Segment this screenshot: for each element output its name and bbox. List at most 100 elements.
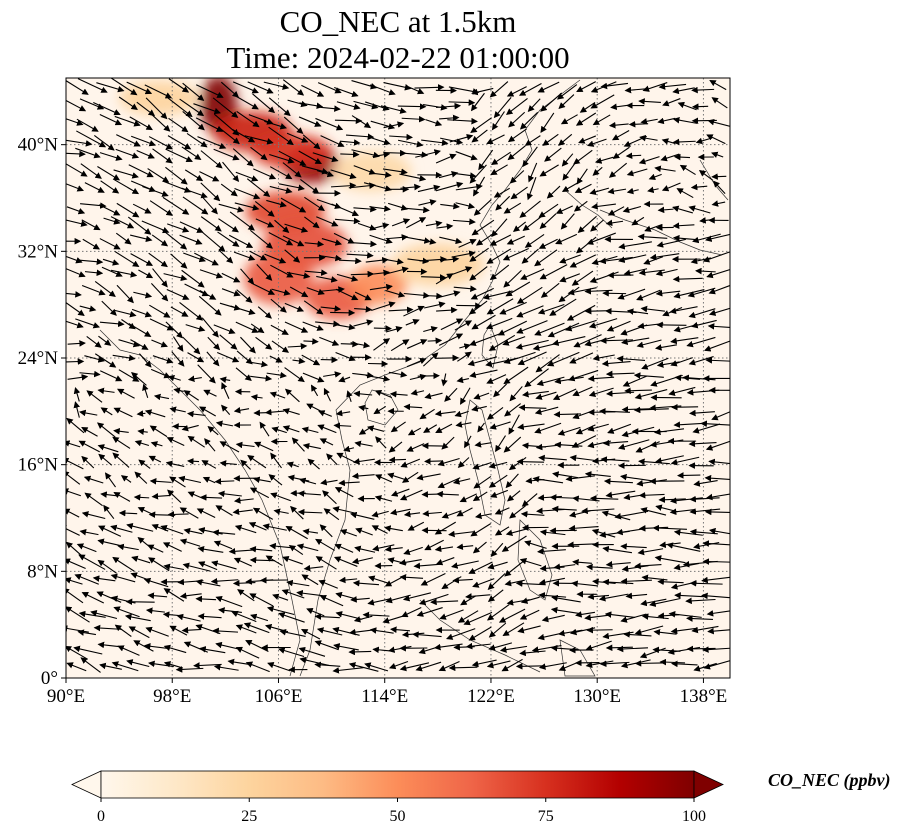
wind-arrow bbox=[611, 130, 630, 141]
wind-arrow bbox=[184, 283, 209, 297]
wind-arrow bbox=[94, 134, 115, 151]
wind-arrow bbox=[655, 268, 678, 277]
wind-arrow bbox=[524, 135, 541, 146]
wind-arrow bbox=[136, 101, 156, 117]
wind-arrow bbox=[138, 459, 151, 469]
wind-arrow bbox=[384, 266, 409, 275]
wind-arrow bbox=[470, 92, 485, 112]
wind-arrow bbox=[195, 117, 224, 132]
wind-arrow bbox=[110, 216, 135, 229]
wind-arrow bbox=[534, 322, 565, 336]
wind-arrow bbox=[418, 199, 437, 206]
wind-arrow bbox=[422, 103, 448, 111]
wind-arrow bbox=[255, 336, 273, 350]
wind-arrow bbox=[459, 343, 471, 350]
wind-arrow bbox=[707, 118, 730, 127]
wind-arrow bbox=[340, 151, 360, 158]
wind-arrow bbox=[559, 254, 581, 264]
wind-arrow bbox=[516, 320, 548, 334]
wind-arrow bbox=[460, 387, 471, 405]
wind-arrow bbox=[78, 440, 100, 453]
wind-arrow bbox=[455, 183, 483, 191]
wind-arrow bbox=[605, 370, 635, 378]
wind-arrow bbox=[79, 305, 97, 312]
wind-arrow bbox=[473, 476, 492, 489]
wind-arrow bbox=[97, 444, 119, 453]
wind-arrow bbox=[388, 202, 408, 211]
wind-arrow bbox=[406, 357, 427, 368]
wind-arrow bbox=[269, 355, 283, 363]
wind-arrow bbox=[618, 254, 647, 263]
wind-arrow bbox=[473, 176, 486, 197]
wind-arrow bbox=[586, 626, 613, 634]
wind-arrow bbox=[233, 497, 254, 504]
wind-arrow bbox=[565, 319, 597, 332]
wind-arrow bbox=[76, 130, 107, 148]
wind-arrow bbox=[264, 253, 287, 264]
wind-arrow bbox=[297, 490, 321, 497]
wind-arrow bbox=[286, 461, 299, 468]
wind-arrow bbox=[165, 166, 188, 185]
wind-arrow bbox=[512, 221, 527, 233]
wind-arrow bbox=[110, 524, 133, 533]
wind-arrow bbox=[672, 222, 695, 229]
wind-arrow bbox=[144, 409, 166, 418]
wind-arrow bbox=[528, 162, 538, 183]
wind-arrow bbox=[268, 126, 294, 146]
wind-arrow bbox=[182, 336, 201, 355]
wind-arrow bbox=[371, 269, 391, 277]
wind-arrow bbox=[149, 425, 168, 438]
wind-arrow bbox=[73, 401, 80, 418]
wind-arrow bbox=[469, 247, 489, 262]
wind-arrow bbox=[497, 320, 528, 336]
wind-arrow bbox=[503, 436, 522, 453]
wind-arrow bbox=[301, 426, 319, 434]
wind-arrow bbox=[187, 435, 205, 448]
wind-arrow bbox=[326, 453, 338, 466]
wind-arrow bbox=[518, 83, 542, 96]
wind-arrow bbox=[198, 295, 222, 316]
wind-arrow bbox=[303, 338, 319, 345]
wind-arrow bbox=[99, 238, 121, 250]
wind-arrow bbox=[304, 240, 325, 248]
wind-arrow bbox=[561, 153, 574, 167]
wind-arrow bbox=[330, 182, 357, 190]
wind-arrow bbox=[76, 118, 99, 132]
wind-arrow bbox=[100, 180, 120, 194]
wind-arrow bbox=[127, 216, 152, 235]
wind-arrow bbox=[455, 421, 472, 428]
wind-arrow bbox=[708, 458, 730, 466]
wind-arrow bbox=[98, 525, 122, 537]
wind-arrow bbox=[79, 370, 101, 378]
wind-arrow bbox=[390, 421, 406, 433]
wind-arrow bbox=[201, 317, 219, 338]
wind-arrow bbox=[73, 387, 81, 402]
wind-arrow bbox=[120, 475, 132, 483]
wind-arrow bbox=[141, 220, 170, 234]
wind-arrow bbox=[374, 389, 393, 399]
wind-arrow bbox=[400, 458, 421, 468]
wind-arrow bbox=[401, 471, 419, 483]
wind-arrow bbox=[134, 471, 148, 484]
wind-arrow bbox=[66, 291, 82, 298]
wind-arrow bbox=[453, 643, 475, 651]
wind-arrow bbox=[138, 269, 154, 279]
wind-arrow bbox=[403, 305, 425, 317]
colorbar-label: CO_NEC (ppbv) bbox=[768, 770, 891, 790]
lat-tick-label: 8°N bbox=[27, 561, 58, 582]
wind-arrow bbox=[252, 93, 276, 114]
wind-arrow bbox=[485, 317, 513, 330]
wind-arrow bbox=[380, 105, 407, 114]
wind-arrow bbox=[259, 421, 270, 437]
wind-arrow bbox=[250, 282, 276, 295]
wind-arrow bbox=[320, 305, 342, 312]
wind-arrow bbox=[316, 275, 338, 283]
wind-arrow bbox=[81, 284, 106, 296]
wind-arrow bbox=[372, 151, 391, 159]
wind-arrow bbox=[626, 187, 639, 195]
wind-arrow bbox=[66, 80, 89, 95]
wind-arrow bbox=[478, 149, 494, 171]
wind-arrow bbox=[282, 425, 300, 433]
wind-arrow bbox=[319, 438, 334, 446]
wind-arrow bbox=[638, 458, 670, 465]
